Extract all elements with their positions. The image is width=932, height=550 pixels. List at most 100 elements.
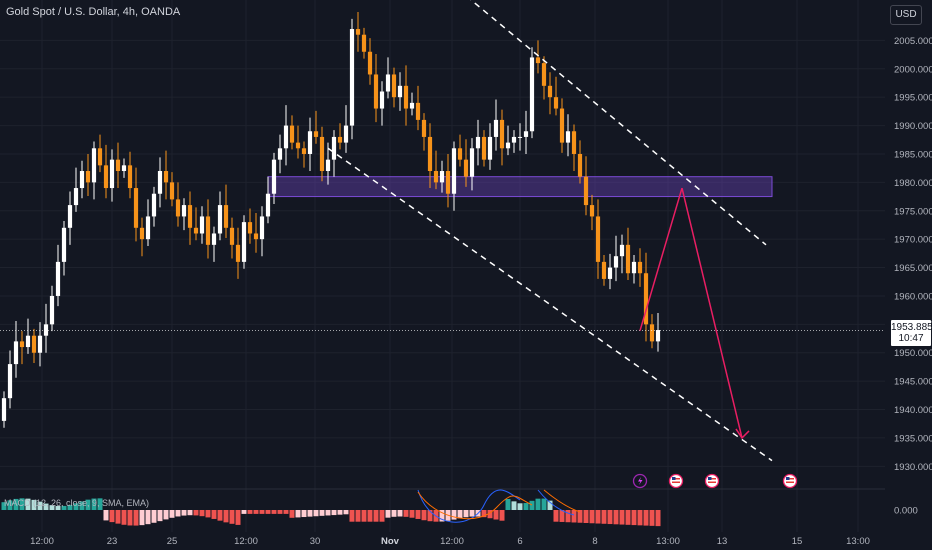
macd-histogram-bar [145, 510, 151, 525]
macd-histogram-bar [181, 510, 187, 516]
macd-histogram-bar [37, 501, 43, 510]
candle-body [631, 261, 637, 274]
candle-body [7, 364, 13, 399]
candle [355, 12, 361, 52]
candle [601, 255, 607, 286]
candle-body [127, 165, 133, 189]
macd-histogram-bar [649, 510, 655, 526]
macd-histogram-bar [73, 503, 79, 510]
candle [73, 167, 79, 212]
candle-body [463, 159, 469, 177]
candle-body [601, 261, 607, 279]
candle-body [541, 63, 547, 86]
candle [511, 130, 517, 153]
candle [517, 123, 523, 151]
candle [271, 152, 277, 204]
candle-body [115, 159, 121, 172]
candle-body [421, 119, 427, 137]
macd-histogram-bar [487, 510, 493, 519]
candle-body [145, 216, 151, 240]
candle-body [19, 341, 25, 348]
macd-histogram-bar [409, 510, 415, 518]
candle-body [205, 216, 211, 245]
candle [403, 65, 409, 126]
macd-histogram-bar [277, 510, 283, 514]
price-tick-label: 1965.000 [894, 263, 932, 274]
candle-body [253, 233, 259, 240]
candle [19, 331, 25, 365]
macd-histogram-bar [583, 510, 589, 523]
candle-body [133, 188, 139, 228]
candle-body [445, 171, 451, 194]
macd-histogram-bar [7, 500, 13, 510]
candle [181, 198, 187, 231]
candle [61, 220, 67, 276]
macd-histogram-bar [31, 499, 37, 510]
candle [451, 141, 457, 211]
candle [571, 124, 577, 172]
macd-histogram-bar [613, 510, 619, 525]
macd-histogram-bar [367, 510, 373, 522]
macd-histogram-bar [325, 510, 331, 516]
macd-histogram-bar [265, 510, 271, 514]
price-tick-label: 1940.000 [894, 405, 932, 416]
macd-histogram-bar [451, 510, 457, 520]
candle-body [415, 102, 421, 120]
candle-body [613, 256, 619, 268]
macd-histogram-bar [391, 510, 397, 517]
macd-histogram-bar [457, 510, 463, 519]
candle-body [97, 148, 103, 166]
macd-histogram-bar [19, 498, 25, 510]
candle-body [223, 205, 229, 228]
candle-body [385, 74, 391, 92]
candle [295, 125, 301, 159]
macd-line [537, 489, 575, 516]
time-tick-label: 23 [107, 536, 118, 547]
macd-histogram-bar [121, 510, 127, 525]
macd-histogram-bar [541, 498, 547, 510]
candle [397, 72, 403, 111]
candle-body [265, 193, 271, 217]
candle [331, 130, 337, 177]
candle-body [553, 97, 559, 109]
macd-histogram-bar [631, 510, 637, 526]
candles [1, 12, 661, 428]
macd-histogram-bar [655, 510, 661, 527]
candle [313, 110, 319, 144]
candle-body [643, 273, 649, 325]
time-tick-label: 12:00 [234, 536, 258, 547]
macd-histogram-bar [49, 505, 55, 510]
candle-body [55, 261, 61, 296]
candle [409, 92, 415, 116]
candle [337, 123, 343, 150]
macd-histogram-bar [79, 501, 85, 510]
macd-histogram-bar [553, 510, 559, 522]
candle-body [625, 244, 631, 274]
macd-histogram-bar [355, 510, 361, 522]
symbol-title: Gold Spot / U.S. Dollar, 4h, OANDA [6, 6, 181, 18]
candle-body [277, 148, 283, 160]
candle [127, 151, 133, 199]
candle-body [85, 171, 91, 183]
candle [79, 160, 85, 199]
macd-histogram-bar [259, 510, 265, 514]
candle [415, 85, 421, 131]
macd-histogram-bar [229, 510, 235, 524]
macd-histogram-bar [343, 510, 349, 515]
time-tick-label: 13 [717, 536, 728, 547]
macd-histogram-bar [481, 510, 487, 518]
candle-body [355, 29, 361, 35]
projection-segment [639, 187, 683, 331]
macd-histogram-bar [163, 510, 169, 520]
signal-line [543, 489, 581, 513]
candle-body [271, 159, 277, 194]
candle [649, 314, 655, 349]
candle-body [229, 227, 235, 245]
candle [85, 153, 91, 196]
macd-histogram-bar [25, 498, 31, 510]
macd-label: MACD (12, 26, close, 9, SMA, EMA) [4, 498, 150, 508]
macd-histogram-bar [427, 510, 433, 522]
currency-button[interactable]: USD [890, 5, 922, 25]
macd-histogram-bar [169, 510, 175, 518]
